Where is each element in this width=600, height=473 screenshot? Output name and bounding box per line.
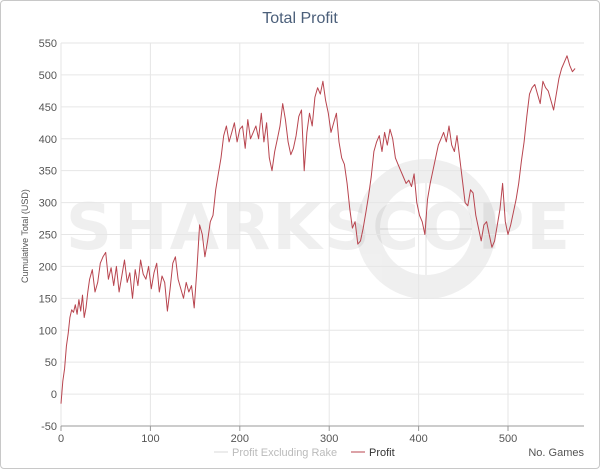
x-tick-label: 500 <box>499 433 517 445</box>
y-tick-label: 300 <box>39 198 57 210</box>
y-tick-label: 0 <box>51 389 57 401</box>
legend: Profit Excluding Rake Profit <box>214 447 395 459</box>
y-tick-label: 150 <box>39 293 57 305</box>
x-tick-label: 300 <box>320 433 338 445</box>
legend-item-label[interactable]: Profit Excluding Rake <box>232 447 337 459</box>
legend-item-label[interactable]: Profit <box>369 447 395 459</box>
series-line-profit <box>60 55 576 404</box>
x-tick-label: 100 <box>141 433 159 445</box>
y-tick-label: 50 <box>45 357 57 369</box>
x-tick-label: 0 <box>58 433 64 445</box>
y-axis-title: Cumulative Total (USD) <box>20 189 30 283</box>
watermark-target-icon <box>356 159 496 299</box>
y-tick-label: 200 <box>39 261 57 273</box>
x-tick-label: 200 <box>231 433 249 445</box>
y-tick-label: 400 <box>39 134 57 146</box>
y-tick-label: -50 <box>41 421 57 433</box>
y-tick-label: 500 <box>39 70 57 82</box>
y-tick-label: 100 <box>39 325 57 337</box>
x-axis-title: No. Games <box>528 447 584 459</box>
y-tick-label: 350 <box>39 166 57 178</box>
y-tick-label: 250 <box>39 230 57 242</box>
chart-title: Total Profit <box>262 10 338 27</box>
x-tick-label: 400 <box>409 433 427 445</box>
y-tick-label: 450 <box>39 102 57 114</box>
y-tick-label: 550 <box>39 38 57 50</box>
